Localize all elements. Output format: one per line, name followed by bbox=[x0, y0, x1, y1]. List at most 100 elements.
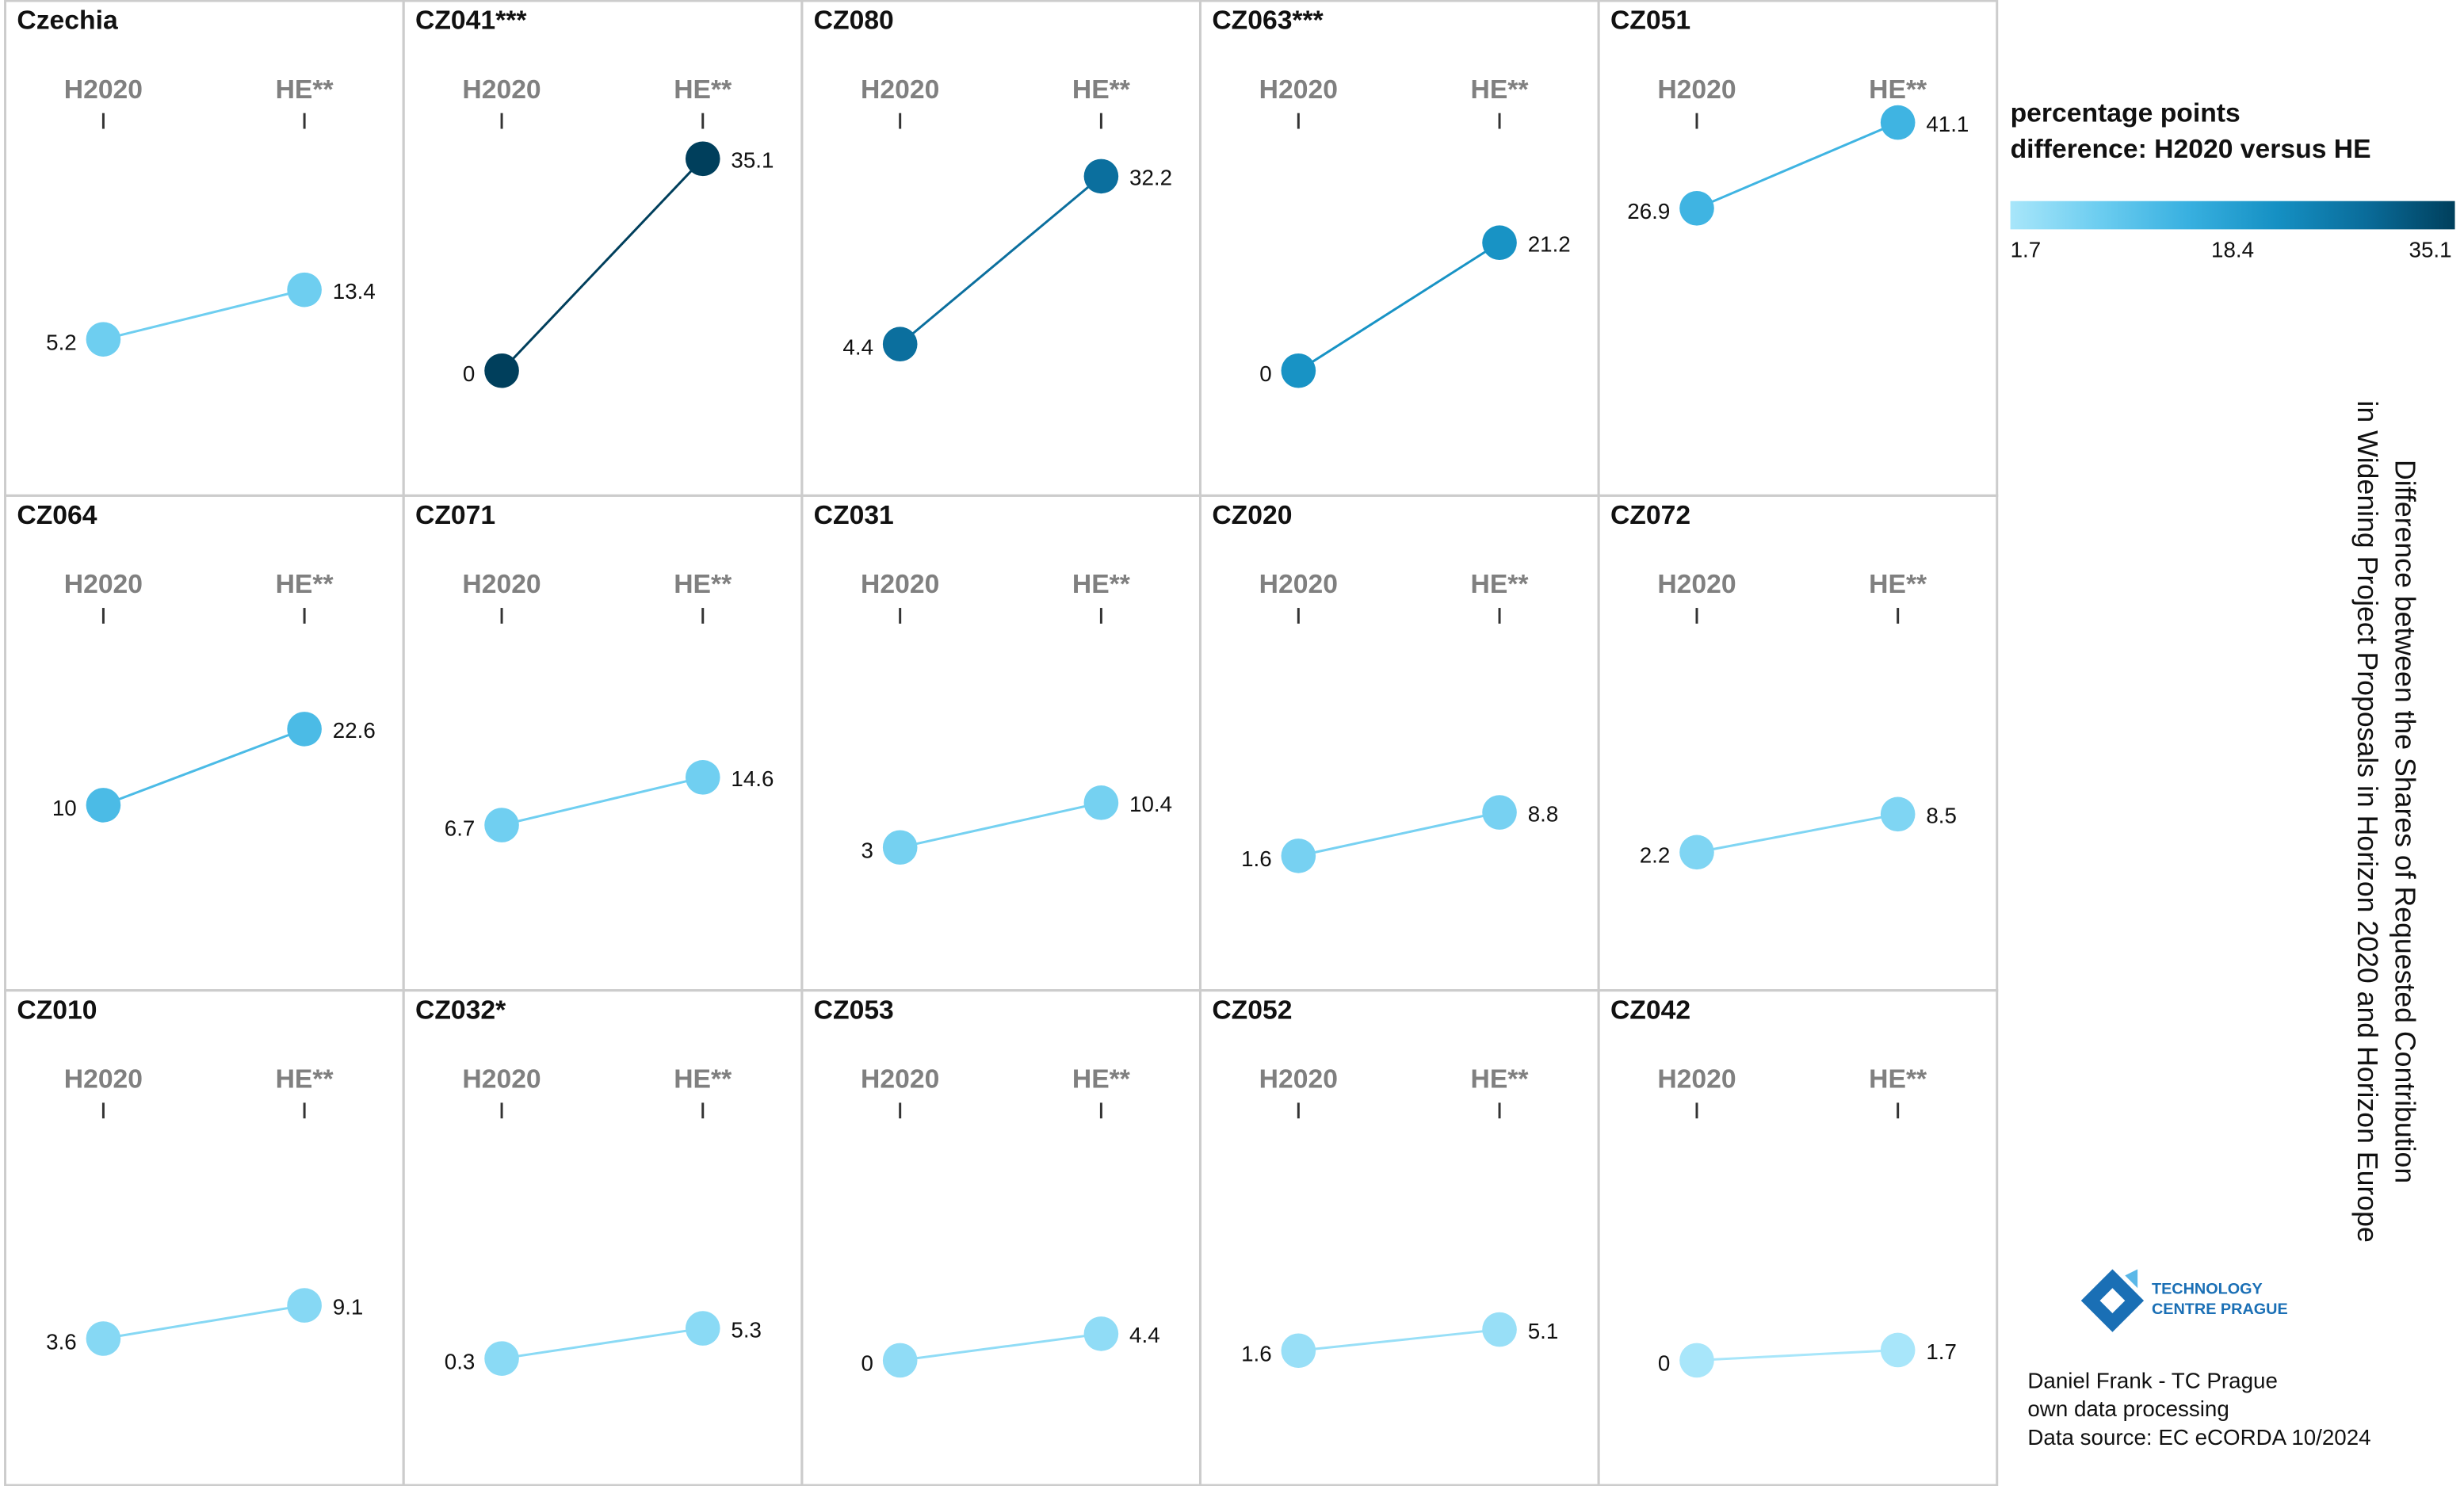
category-label: HE** bbox=[276, 1065, 334, 1094]
value-label: 1.6 bbox=[1241, 1342, 1272, 1366]
value-label: 8.5 bbox=[1926, 804, 1957, 828]
point bbox=[882, 327, 918, 362]
legend-tick-label: 18.4 bbox=[2211, 237, 2254, 262]
logo: TECHNOLOGY CENTRE PRAGUE bbox=[2080, 1269, 2288, 1332]
slope-line bbox=[1297, 241, 1500, 372]
value-label: 0 bbox=[1658, 1351, 1670, 1376]
panel-title: CZ020 bbox=[1212, 501, 1292, 530]
slope-line bbox=[102, 728, 305, 807]
legend-tick-label: 35.1 bbox=[2409, 237, 2452, 262]
slope-line bbox=[900, 801, 1102, 849]
value-label: 3 bbox=[861, 839, 873, 863]
slope-line bbox=[500, 158, 704, 372]
point bbox=[484, 1341, 519, 1376]
value-label: 26.9 bbox=[1627, 199, 1670, 223]
value-label: 1.7 bbox=[1926, 1339, 1957, 1364]
value-label: 8.8 bbox=[1528, 801, 1559, 826]
category-label: H2020 bbox=[1259, 570, 1338, 599]
value-label: 41.1 bbox=[1926, 112, 1969, 136]
category-label: H2020 bbox=[1259, 75, 1338, 105]
point bbox=[484, 808, 519, 842]
panel bbox=[1597, 989, 1999, 1486]
slope-line bbox=[1696, 812, 1898, 854]
value-label: 21.2 bbox=[1528, 232, 1571, 257]
point bbox=[1880, 1332, 1916, 1368]
panel-title: CZ042 bbox=[1610, 995, 1690, 1025]
category-label: HE** bbox=[674, 1065, 732, 1094]
panel-title: CZ071 bbox=[415, 501, 495, 530]
point bbox=[1482, 795, 1517, 830]
credit: own data processing bbox=[2027, 1396, 2229, 1421]
point bbox=[1482, 225, 1517, 261]
point bbox=[1880, 796, 1916, 832]
panel-title: CZ053 bbox=[814, 995, 894, 1025]
value-label: 9.1 bbox=[333, 1294, 364, 1319]
slope-line bbox=[501, 1327, 703, 1360]
category-label: H2020 bbox=[1657, 75, 1736, 105]
category-label: H2020 bbox=[462, 570, 541, 599]
value-label: 35.1 bbox=[731, 148, 774, 173]
credit: Daniel Frank - TC Prague bbox=[2027, 1369, 2277, 1393]
value-label: 22.6 bbox=[333, 718, 376, 743]
credit: Data source: EC eCORDA 10/2024 bbox=[2027, 1425, 2370, 1450]
category-label: HE** bbox=[1471, 570, 1530, 599]
category-label: HE** bbox=[1869, 75, 1927, 105]
category-label: H2020 bbox=[1657, 1065, 1736, 1094]
value-label: 1.6 bbox=[1241, 846, 1272, 871]
value-label: 0 bbox=[861, 1351, 873, 1376]
panel-title: CZ052 bbox=[1212, 995, 1292, 1025]
slope-line bbox=[899, 175, 1102, 346]
value-label: 0 bbox=[463, 361, 475, 386]
category-label: HE** bbox=[674, 75, 732, 105]
point bbox=[287, 1288, 322, 1323]
value-label: 2.2 bbox=[1640, 843, 1671, 868]
point bbox=[685, 760, 720, 795]
panel-title: CZ010 bbox=[17, 995, 97, 1025]
logo-text: CENTRE PRAGUE bbox=[2152, 1301, 2288, 1318]
category-label: H2020 bbox=[64, 1065, 143, 1094]
point bbox=[1679, 1343, 1714, 1378]
slope-line bbox=[501, 776, 704, 827]
value-label: 6.7 bbox=[445, 816, 476, 840]
value-label: 0.3 bbox=[445, 1349, 476, 1373]
value-label: 0 bbox=[1259, 361, 1271, 386]
point bbox=[86, 1321, 121, 1356]
value-label: 10.4 bbox=[1129, 792, 1172, 816]
point bbox=[1482, 1312, 1517, 1347]
point bbox=[882, 830, 918, 865]
category-label: HE** bbox=[674, 570, 732, 599]
value-label: 5.2 bbox=[46, 330, 77, 354]
point bbox=[1281, 1333, 1316, 1369]
slope-line bbox=[1696, 121, 1899, 210]
value-label: 4.4 bbox=[842, 335, 873, 360]
slope-line bbox=[103, 288, 305, 341]
category-label: HE** bbox=[1471, 75, 1530, 105]
category-label: HE** bbox=[1869, 1065, 1927, 1094]
category-label: H2020 bbox=[462, 75, 541, 105]
legend-colorbar bbox=[2010, 201, 2455, 230]
point bbox=[685, 1311, 720, 1346]
panel-title: CZ064 bbox=[17, 501, 97, 530]
point bbox=[685, 141, 720, 177]
slope-line bbox=[1298, 811, 1500, 858]
slope-line bbox=[103, 1304, 305, 1340]
point bbox=[1281, 839, 1316, 873]
point bbox=[287, 272, 322, 308]
point bbox=[882, 1343, 918, 1378]
point bbox=[1083, 785, 1119, 820]
point bbox=[1083, 1316, 1119, 1351]
point bbox=[1679, 835, 1714, 870]
category-label: H2020 bbox=[462, 1065, 541, 1094]
category-label: HE** bbox=[1471, 1065, 1530, 1094]
category-label: H2020 bbox=[1657, 570, 1736, 599]
legend-title: difference: H2020 versus HE bbox=[2011, 135, 2371, 164]
point bbox=[86, 322, 121, 357]
value-label: 14.6 bbox=[731, 766, 774, 791]
category-label: HE** bbox=[276, 75, 334, 105]
value-label: 4.4 bbox=[1129, 1323, 1160, 1347]
point bbox=[1880, 105, 1916, 140]
category-label: H2020 bbox=[861, 75, 939, 105]
category-label: HE** bbox=[1072, 570, 1131, 599]
